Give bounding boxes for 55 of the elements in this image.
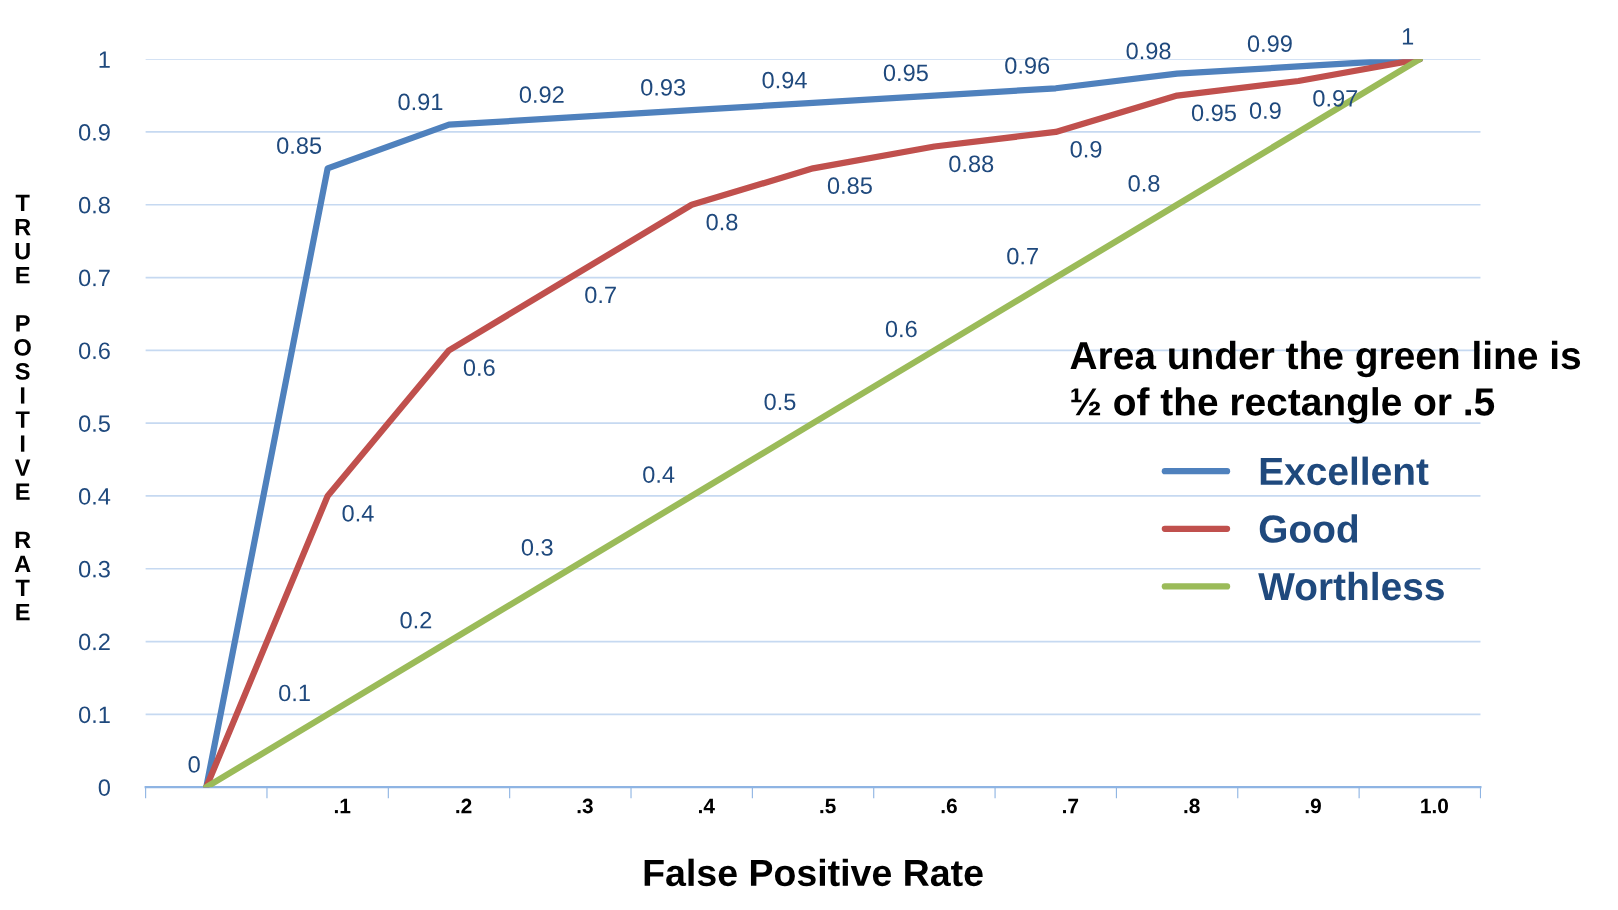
y-tick-label: 0.6 [79, 342, 110, 360]
annotation: Area under the green line is ½ of the rectangle or .5 [1070, 340, 1581, 424]
y-tick-label: 0.8 [79, 196, 110, 214]
y-tick-label: 0.5 [79, 415, 110, 432]
data-label: 0.6 [463, 359, 495, 377]
data-label: 0.98 [1126, 42, 1171, 60]
x-tick-label: .8 [1184, 798, 1200, 814]
y-tick-label: 0.1 [79, 706, 110, 724]
data-label: 0.3 [521, 539, 553, 556]
text: TRUE POSITIVE RATE [14, 194, 31, 621]
x-tick-label: .6 [941, 798, 957, 814]
data-label: 0.96 [1005, 57, 1050, 74]
y-tick-label: 0.7 [79, 269, 110, 287]
data-label: 0.4 [342, 504, 374, 522]
legend-label: Worthless [1258, 571, 1444, 601]
data-label: 0.6 [885, 320, 917, 338]
data-label: 0.7 [585, 286, 616, 304]
x-tick-label: .5 [820, 798, 836, 814]
x-tick-label: .4 [698, 798, 715, 814]
data-label: 0.9 [1070, 140, 1102, 158]
x-tick-label: .1 [334, 798, 351, 814]
data-label: 1 [1402, 28, 1414, 45]
data-label: 0.88 [949, 155, 994, 173]
data-label: 0.95 [883, 64, 928, 82]
data-label: 0.93 [641, 79, 686, 96]
data-label: 0 [188, 756, 200, 773]
data-label: 0.85 [277, 137, 322, 154]
y-tick-label: 0.3 [79, 560, 110, 578]
y-tick-label: 0.2 [79, 633, 110, 651]
x-tick-label: 1.0 [1421, 798, 1448, 814]
data-label: 0.5 [764, 393, 796, 411]
data-label: 0.95 [1191, 104, 1236, 122]
data-label: 0.85 [827, 177, 872, 195]
data-label: 0.9 [1249, 102, 1281, 119]
data-label: 0.2 [400, 611, 432, 629]
x-tick-label: .9 [1305, 798, 1321, 814]
data-label: 0.99 [1247, 35, 1292, 53]
data-label: 0.4 [643, 466, 675, 483]
legend-label: Good [1259, 514, 1358, 543]
x-tick-label: .7 [1063, 798, 1079, 814]
y-tick-label: 0.4 [79, 488, 111, 505]
data-label: 0.7 [1007, 247, 1038, 265]
x-axis-title: False Positive Rate [644, 858, 983, 887]
y-tick-label: 0 [98, 779, 110, 796]
data-label: 0.8 [706, 213, 738, 231]
x-tick-label: .3 [577, 798, 593, 814]
data-label: 0.1 [279, 684, 310, 702]
data-label: 0.92 [519, 86, 564, 103]
y-tick-label: 1 [99, 51, 110, 68]
legend-label: Excellent [1260, 456, 1429, 486]
data-label: 0.8 [1128, 175, 1160, 192]
x-tick-label: .2 [456, 798, 472, 814]
data-label: 0.94 [762, 71, 807, 89]
y-tick-label: 0.9 [79, 124, 110, 141]
data-label: 0.91 [398, 93, 443, 111]
